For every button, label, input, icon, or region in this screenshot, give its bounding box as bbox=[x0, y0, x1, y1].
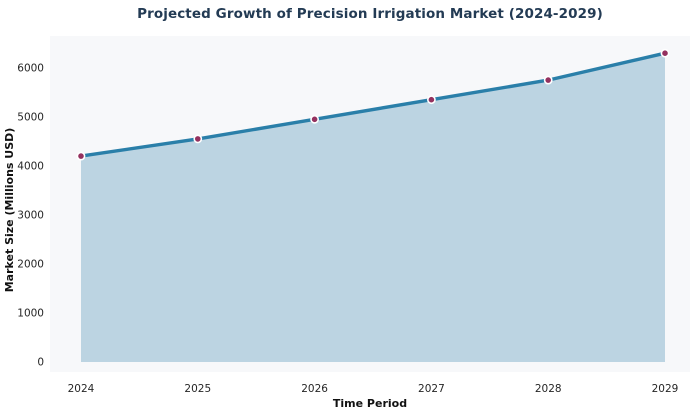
data-point-marker bbox=[193, 134, 203, 144]
y-axis-tick-labels: 0 1000 2000 3000 4000 5000 6000 bbox=[17, 62, 44, 368]
x-tick-label: 2025 bbox=[184, 383, 211, 395]
x-tick-label: 2024 bbox=[68, 383, 95, 395]
y-axis-title: Market Size (Millions USD) bbox=[3, 128, 16, 293]
data-point-marker bbox=[660, 48, 670, 58]
area-fill bbox=[81, 53, 665, 362]
y-tick-label: 3000 bbox=[17, 209, 44, 221]
y-tick-label: 5000 bbox=[17, 111, 44, 123]
x-tick-label: 2026 bbox=[301, 383, 328, 395]
trend-line bbox=[79, 51, 667, 158]
y-tick-label: 6000 bbox=[17, 62, 44, 74]
x-axis-tick-labels: 2024 2025 2026 2027 2028 2029 bbox=[68, 383, 679, 395]
y-tick-label: 4000 bbox=[17, 160, 44, 172]
x-axis-title: Time Period bbox=[333, 397, 407, 410]
y-tick-label: 2000 bbox=[17, 259, 44, 271]
data-point-marker bbox=[76, 151, 86, 161]
data-point-marker bbox=[426, 95, 436, 105]
data-point-markers bbox=[76, 48, 670, 161]
x-tick-label: 2027 bbox=[418, 383, 445, 395]
data-point-marker bbox=[543, 75, 553, 85]
chart-title: Projected Growth of Precision Irrigation… bbox=[137, 6, 603, 22]
y-tick-label: 1000 bbox=[17, 308, 44, 320]
x-tick-label: 2029 bbox=[652, 383, 679, 395]
y-tick-label: 0 bbox=[37, 357, 44, 369]
data-point-marker bbox=[310, 114, 319, 124]
x-tick-label: 2028 bbox=[535, 383, 562, 395]
